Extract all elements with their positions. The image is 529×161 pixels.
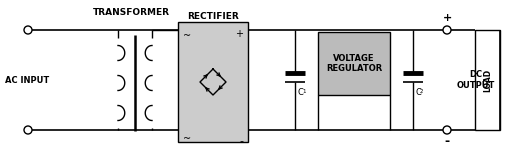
Text: TRANSFORMER: TRANSFORMER [93,8,170,17]
Text: ~: ~ [183,134,191,144]
Text: -: - [239,136,243,146]
Circle shape [443,26,451,34]
Text: +: + [235,29,243,39]
Text: 2: 2 [420,89,424,94]
Text: C: C [297,88,303,97]
Bar [178,22,248,142]
Text: AC INPUT: AC INPUT [5,76,49,85]
Text: LOAD: LOAD [483,68,492,92]
Text: +: + [442,13,452,23]
Text: -: - [444,136,450,148]
Circle shape [24,26,32,34]
Bar [318,32,390,95]
Circle shape [24,126,32,134]
Bar [475,30,500,130]
Circle shape [443,126,451,134]
Text: 1: 1 [302,89,306,94]
Text: ~: ~ [183,31,191,41]
Text: DC
OUTPUT: DC OUTPUT [457,70,495,90]
Text: VOLTAGE
REGULATOR: VOLTAGE REGULATOR [326,54,382,73]
Text: C: C [415,88,421,97]
Text: RECTIFIER: RECTIFIER [187,12,239,21]
